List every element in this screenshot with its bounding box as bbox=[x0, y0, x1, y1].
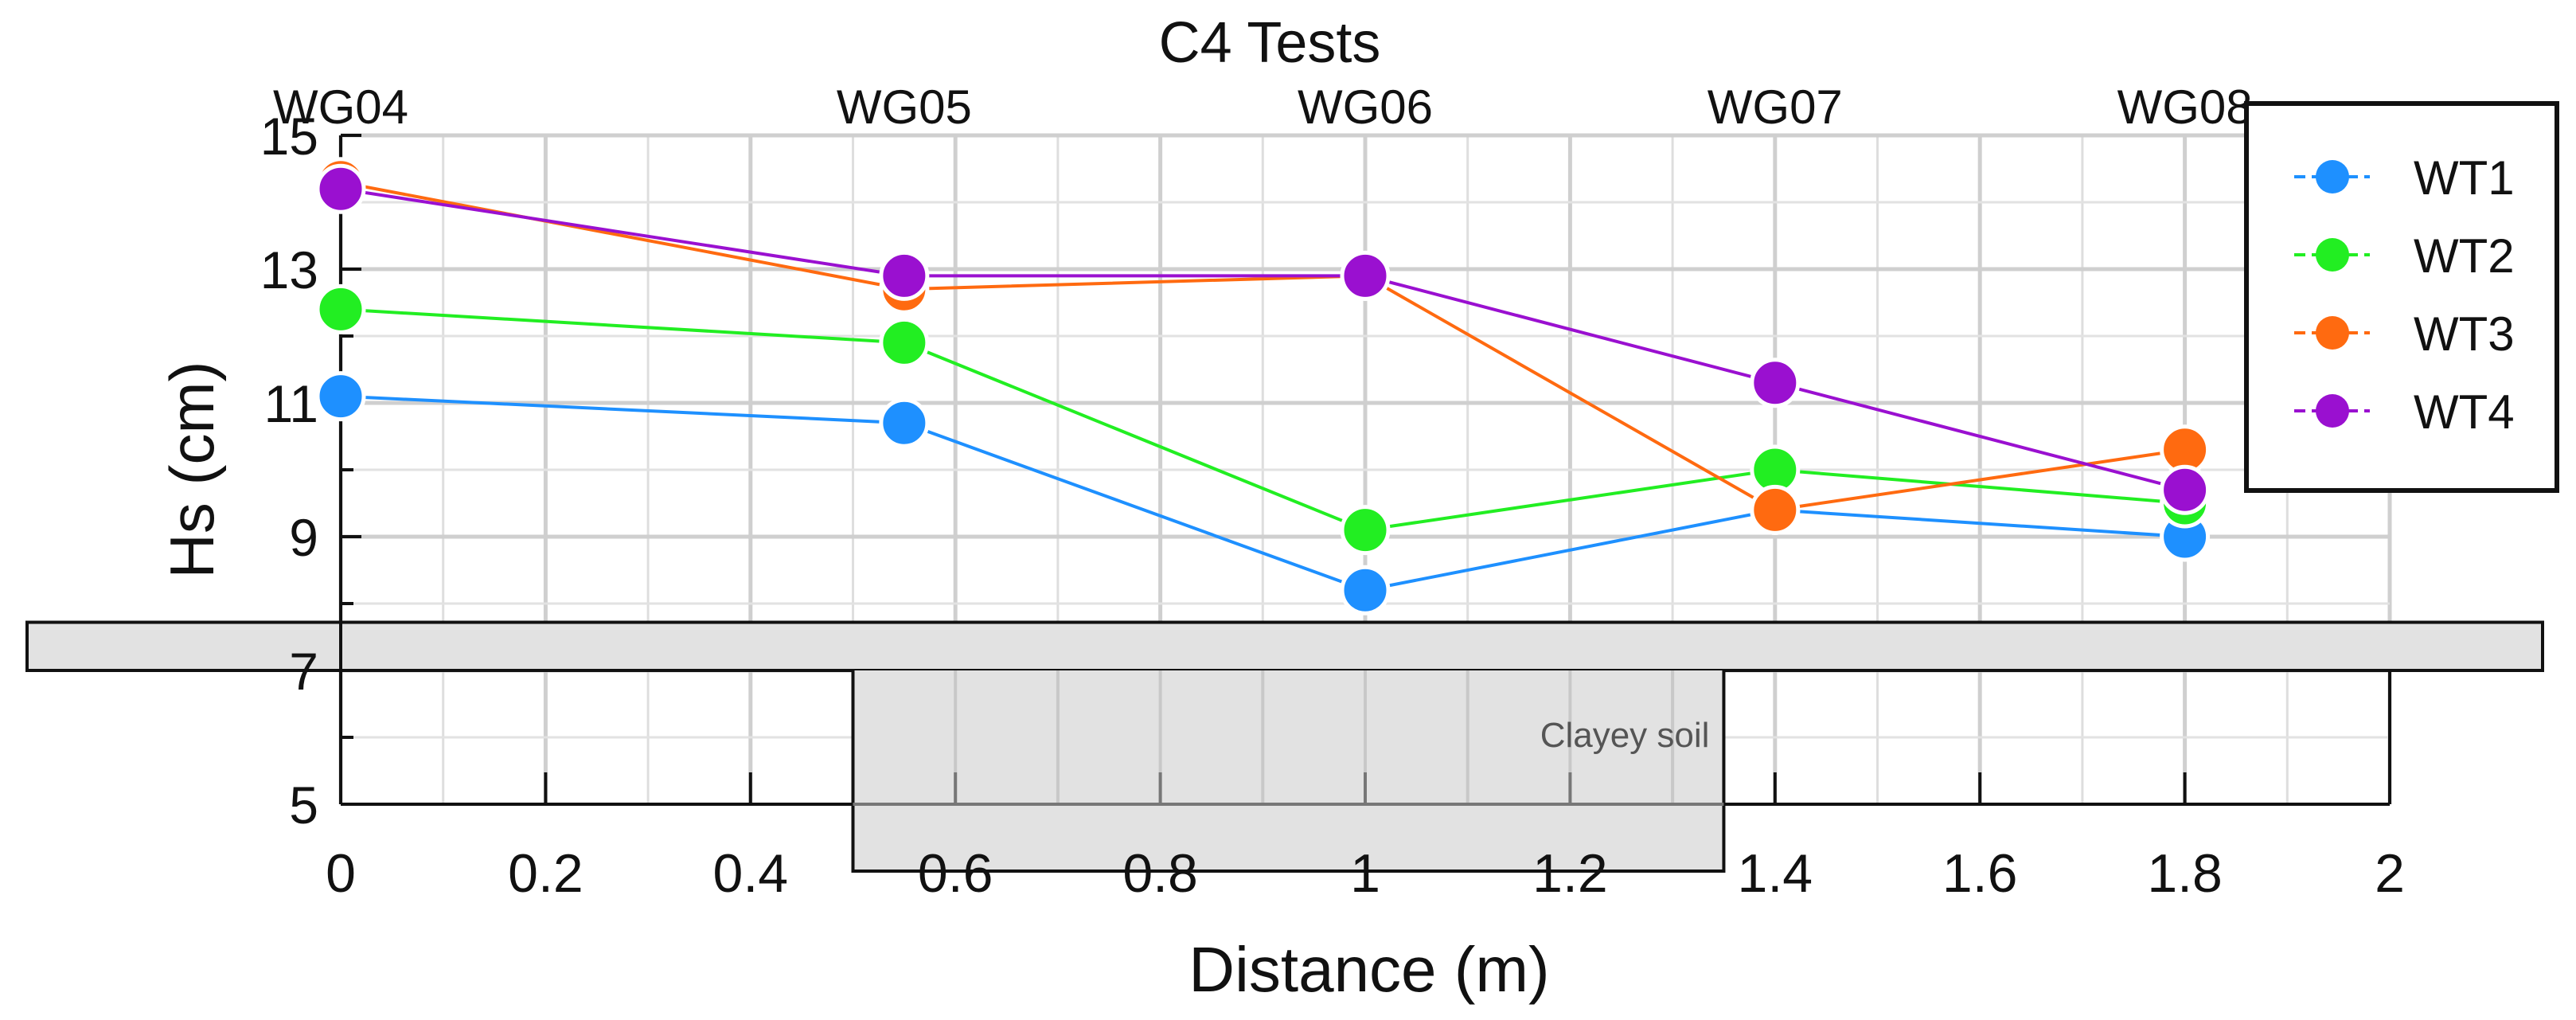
legend-label: WT4 bbox=[2414, 385, 2515, 439]
clayey-soil-outline bbox=[851, 670, 1726, 873]
x-axis-label: Distance (m) bbox=[1188, 934, 1549, 1005]
data-point bbox=[879, 317, 930, 368]
axes: 0 0.2 0.4 0.6 0.8 1 1.2 1.4 1.6 1.8 2 5 7 9 11 13 15WG04… bbox=[260, 80, 2405, 904]
legend-item: WT2 bbox=[2294, 229, 2515, 283]
x-tick-label: 1.6 bbox=[1942, 843, 2018, 904]
y-tick-label: 9 bbox=[289, 508, 318, 567]
data-point bbox=[879, 397, 930, 448]
y-tick-label: 13 bbox=[260, 240, 318, 299]
legend-marker bbox=[2316, 316, 2349, 350]
gauge-label: WG08 bbox=[2117, 80, 2253, 134]
series-layer bbox=[315, 157, 2211, 616]
x-tick-label: 2 bbox=[2375, 843, 2405, 904]
data-point bbox=[879, 250, 930, 301]
legend-marker bbox=[2316, 394, 2349, 428]
gauge-label: WG06 bbox=[1298, 80, 1433, 134]
data-point bbox=[1340, 505, 1391, 556]
x-tick-label: 1.2 bbox=[1532, 843, 1608, 904]
data-point bbox=[315, 371, 366, 422]
series-wt2 bbox=[315, 283, 2211, 556]
data-point bbox=[1750, 484, 1801, 535]
y-tick-label: 5 bbox=[289, 776, 318, 834]
clayey-soil-label: Clayey soil bbox=[1540, 716, 1710, 755]
x-tick-label: 1 bbox=[1350, 843, 1380, 904]
legend: WT1 WT2 WT3 WT4 bbox=[2244, 101, 2559, 493]
legend-label: WT2 bbox=[2414, 229, 2515, 283]
legend-marker bbox=[2316, 238, 2349, 272]
x-tick-label: 0.4 bbox=[713, 843, 789, 904]
chart-title: C4 Tests bbox=[1159, 11, 1381, 75]
y-axis-label: Hs (cm) bbox=[157, 361, 227, 579]
data-point bbox=[1340, 250, 1391, 301]
terrain: Clayey soil bbox=[25, 620, 2544, 873]
gauge-label: WG07 bbox=[1708, 80, 1843, 134]
x-tick-label: 0.2 bbox=[508, 843, 584, 904]
legend-marker bbox=[2316, 160, 2349, 193]
legend-item: WT4 bbox=[2294, 385, 2515, 439]
x-tick-label: 1.8 bbox=[2147, 843, 2223, 904]
channel-bed bbox=[25, 620, 2544, 673]
y-tick-label: 15 bbox=[260, 107, 318, 166]
data-point bbox=[315, 283, 366, 334]
legend-item: WT1 bbox=[2294, 151, 2515, 205]
y-tick-label: 11 bbox=[263, 374, 318, 433]
x-tick-label: 0.8 bbox=[1122, 843, 1198, 904]
legend-box bbox=[2244, 101, 2559, 493]
gauge-label: WG05 bbox=[837, 80, 972, 134]
y-tick-label: 7 bbox=[289, 642, 318, 701]
series-wt4 bbox=[315, 163, 2211, 515]
legend-label: WT1 bbox=[2414, 151, 2515, 205]
x-tick-label: 0.6 bbox=[918, 843, 993, 904]
data-point bbox=[315, 163, 366, 214]
data-point bbox=[2160, 464, 2211, 515]
gauge-label: WG04 bbox=[273, 80, 408, 134]
x-tick-label: 0 bbox=[326, 843, 356, 904]
data-point bbox=[1340, 565, 1391, 616]
x-tick-label: 1.4 bbox=[1738, 843, 1813, 904]
legend-label: WT3 bbox=[2414, 307, 2515, 361]
legend-item: WT3 bbox=[2294, 307, 2515, 361]
data-point bbox=[1750, 358, 1801, 408]
clayey-soil-fill bbox=[853, 670, 1724, 871]
